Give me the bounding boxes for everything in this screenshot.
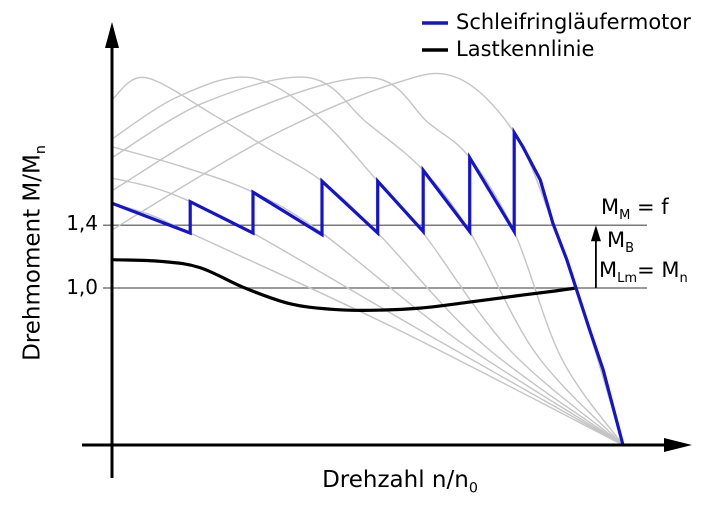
legend-label-load: Lastkennlinie (456, 37, 595, 61)
ytick-1-0: 1,0 (66, 275, 98, 299)
torque-curve-family-2 (111, 146, 624, 446)
torque-curve-family-6 (111, 76, 624, 446)
x-axis-title-subscript: 0 (468, 480, 478, 497)
y-axis-title-subscript: n (32, 145, 49, 155)
mb-arrow-head (590, 225, 601, 242)
x-axis-arrowhead (664, 438, 692, 452)
ytick-1-4: 1,4 (66, 211, 98, 235)
annotation-load-torque-sub2: n (679, 271, 688, 287)
y-axis-arrowhead (105, 22, 119, 48)
x-axis-title: Drehzahl n/n0 (322, 467, 478, 497)
annotation-acceleration-torque-m: M (607, 228, 626, 252)
load-curve (110, 258, 578, 312)
torque-curve-family-3 (111, 76, 624, 446)
annotation-acceleration-torque: MB (607, 228, 635, 257)
annotation-load-torque: MLm= Mn (599, 258, 688, 287)
torque-curve-family-4 (111, 76, 624, 446)
torque-curve-family-7 (111, 72, 624, 446)
torque-curve-family-1 (111, 177, 624, 446)
annotation-motor-torque-eq: = f (630, 195, 669, 219)
annotation-load-torque-eq: = M (637, 258, 680, 282)
annotation-motor-torque-m: M (601, 195, 620, 219)
annotation-load-torque-m: M (599, 258, 618, 282)
annotation-motor-torque: MM = f (601, 195, 669, 224)
y-axis-title: Drehmoment M/Mn (19, 145, 49, 361)
x-axis-title-text: Drehzahl n/n (322, 467, 469, 493)
annotation-acceleration-torque-sub: B (625, 241, 635, 257)
annotation-motor-torque-sub: M (619, 208, 631, 224)
y-axis-title-text: Drehmoment M/M (19, 154, 46, 361)
torque-curve-family-5 (111, 76, 624, 446)
legend-label-motor: Schleifringläufermotor (456, 10, 691, 34)
annotation-load-torque-sub: Lm (617, 271, 638, 287)
motor-curve (111, 126, 625, 446)
torque-curve-family-0 (111, 202, 624, 446)
